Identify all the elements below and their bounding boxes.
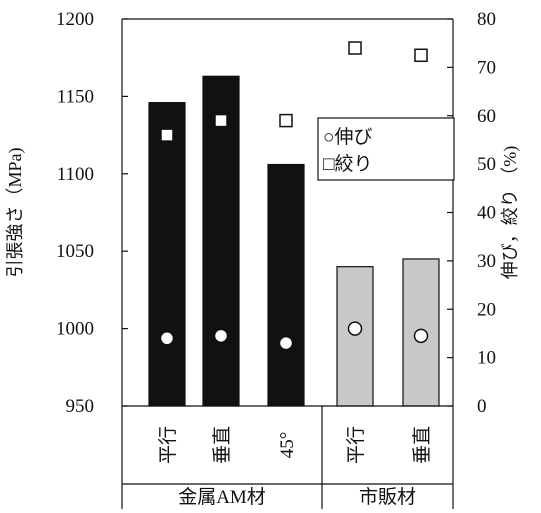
group-label: 金属AM材 [178,486,266,508]
elongation-point [347,321,363,336]
y-axis-title: 引張強さ（MPa) [5,147,26,277]
reduction-point [214,113,228,128]
bar-2 [202,75,240,407]
category-label: 平行 [157,426,179,464]
y-tick-label: 1000 [56,319,94,340]
y-tick-label: 1200 [56,9,94,30]
y2-tick-label: 70 [477,57,496,78]
legend: ○伸び □絞り [317,117,455,181]
reduction-point [348,41,362,55]
y2-tick-label: 40 [477,203,496,224]
category-label: 45° [277,432,298,459]
reduction-point [279,113,293,128]
y2-tick-label: 20 [477,299,496,320]
reduction-point [160,128,174,142]
y-tick-label: 1150 [57,86,94,107]
elongation-point [413,328,429,344]
y2-tick-label: 10 [477,348,496,369]
bar-3 [267,163,305,407]
bar-4 [336,266,374,407]
y2-tick-label: 50 [477,154,496,175]
category-label: 平行 [345,426,367,464]
reduction-point [414,48,428,63]
legend-entry-reduction: □絞り [323,153,372,175]
legend-entry-elongation: ○伸び [323,126,372,148]
group-label: 市販材 [359,486,416,508]
y2-tick-label: 80 [477,9,496,30]
elongation-point [159,331,175,346]
category-label: 垂直 [211,426,233,464]
y-tick-label: 950 [66,396,95,417]
legend-box [317,117,455,181]
category-label: 垂直 [411,426,433,464]
elongation-point [213,328,229,344]
y2-tick-label: 0 [477,396,487,417]
y2-tick-label: 30 [477,251,496,272]
y2-tick-label: 60 [477,106,496,127]
y2-axis-title: 伸び，絞り （%) [500,146,521,280]
y-tick-label: 1050 [56,241,94,262]
y-tick-label: 1100 [57,164,94,185]
elongation-point [278,335,294,351]
bar-1 [148,101,186,407]
